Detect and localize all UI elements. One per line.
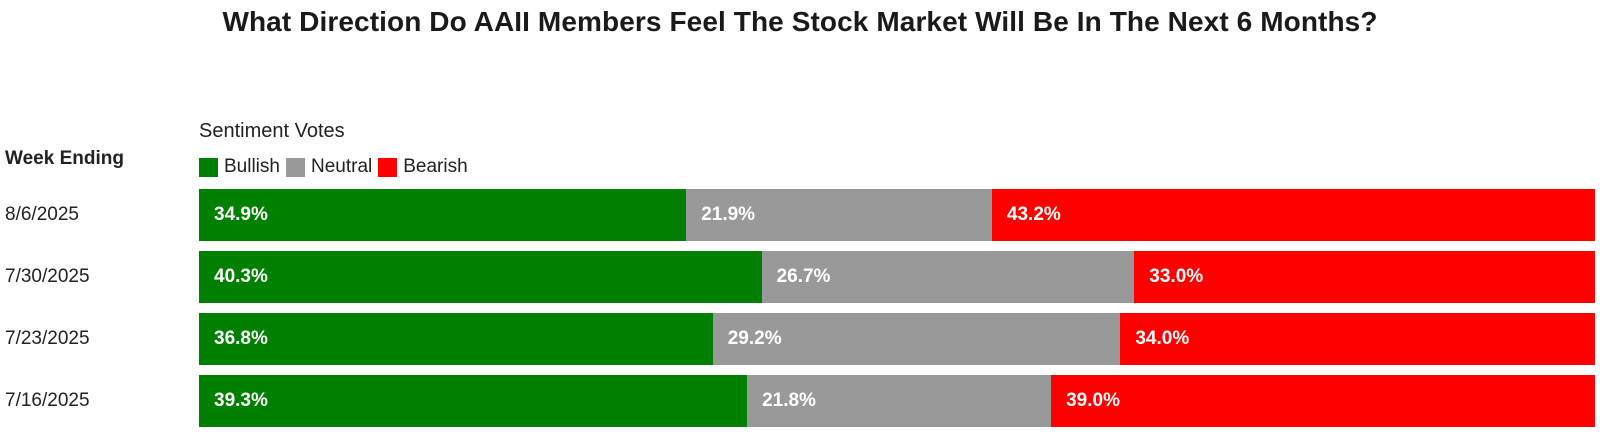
bar-segment-bearish: 34.0% <box>1120 313 1595 365</box>
bar-segment-bullish: 40.3% <box>199 251 762 303</box>
data-label: 33.0% <box>1149 266 1204 287</box>
bar-track: 40.3% 26.7% 33.0% <box>199 251 1595 303</box>
bar-row: 7/30/2025 40.3% 26.7% 33.0% <box>0 251 1600 303</box>
bar-row: 7/23/2025 36.8% 29.2% 34.0% <box>0 313 1600 365</box>
category-label: 7/23/2025 <box>5 328 90 349</box>
bar-row: 7/16/2025 39.3% 21.8% 39.0% <box>0 375 1600 427</box>
data-label: 26.7% <box>776 266 831 287</box>
legend-label-bearish: Bearish <box>403 156 468 177</box>
stacked-bar-chart: 8/6/2025 34.9% 21.9% 43.2% 7/30/2025 40.3% 26.… <box>0 189 1600 437</box>
category-label: 7/16/2025 <box>5 390 90 411</box>
legend-swatch-bullish <box>199 157 218 177</box>
data-label: 21.9% <box>701 204 756 225</box>
legend-swatch-neutral <box>285 157 305 177</box>
legend-swatch-bearish <box>378 157 398 177</box>
chart-title: What Direction Do AAII Members Feel The … <box>222 6 1378 37</box>
bar-segment-neutral: 21.9% <box>686 189 992 241</box>
bar-row: 8/6/2025 34.9% 21.9% 43.2% <box>0 189 1600 241</box>
legend-item-bearish: Bearish <box>378 156 468 178</box>
bar-segment-bullish: 39.3% <box>199 375 748 427</box>
legend-label-neutral: Neutral <box>310 156 373 177</box>
bar-segment-bearish: 43.2% <box>991 189 1595 241</box>
bar-segment-neutral: 21.8% <box>747 375 1052 427</box>
data-label: 39.3% <box>214 390 268 411</box>
bar-segment-neutral: 29.2% <box>712 313 1121 365</box>
legend-item-neutral: Neutral <box>285 156 373 178</box>
data-label: 39.0% <box>1066 390 1120 411</box>
data-label: 34.9% <box>214 204 268 225</box>
bar-segment-bullish: 36.8% <box>199 313 713 365</box>
week-ending-header: Week Ending <box>5 148 124 169</box>
data-label: 21.8% <box>762 390 816 411</box>
legend-label-bullish: Bullish <box>224 156 280 177</box>
bar-track: 34.9% 21.9% 43.2% <box>199 189 1595 241</box>
data-label: 36.8% <box>214 328 268 349</box>
category-label: 8/6/2025 <box>5 204 79 225</box>
bar-track: 36.8% 29.2% 34.0% <box>199 313 1595 365</box>
category-label: 7/30/2025 <box>5 266 90 287</box>
legend-title: Sentiment Votes <box>199 120 345 142</box>
data-label: 40.3% <box>214 266 268 287</box>
data-label: 29.2% <box>727 328 782 349</box>
legend: Bullish Neutral Bearish <box>199 156 474 178</box>
data-label: 43.2% <box>1006 204 1061 225</box>
bar-segment-bullish: 34.9% <box>199 189 687 241</box>
bar-segment-bearish: 33.0% <box>1134 251 1595 303</box>
legend-item-bullish: Bullish <box>199 156 280 178</box>
bar-track: 39.3% 21.8% 39.0% <box>199 375 1595 427</box>
data-label: 34.0% <box>1135 328 1190 349</box>
bar-segment-neutral: 26.7% <box>761 251 1135 303</box>
bar-segment-bearish: 39.0% <box>1051 375 1595 427</box>
